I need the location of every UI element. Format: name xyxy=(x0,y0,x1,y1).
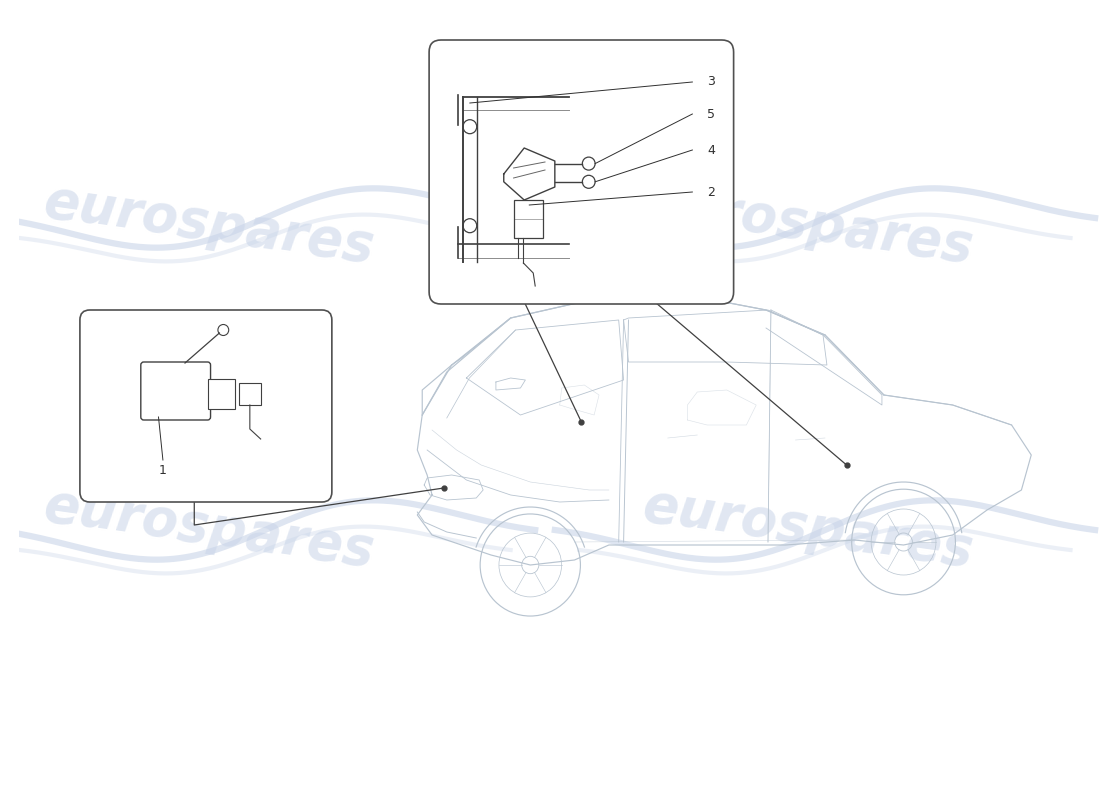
Text: 2: 2 xyxy=(707,186,715,198)
Bar xyxy=(208,379,235,409)
FancyBboxPatch shape xyxy=(141,362,210,420)
Text: 3: 3 xyxy=(707,75,715,89)
Text: 5: 5 xyxy=(707,107,715,121)
Text: eurospares: eurospares xyxy=(40,479,377,577)
Bar xyxy=(239,383,261,405)
FancyBboxPatch shape xyxy=(429,40,734,304)
FancyBboxPatch shape xyxy=(80,310,332,502)
Text: 1: 1 xyxy=(160,463,167,477)
Text: 4: 4 xyxy=(707,143,715,157)
Text: eurospares: eurospares xyxy=(639,479,977,577)
Bar xyxy=(514,200,543,238)
Text: eurospares: eurospares xyxy=(639,175,977,273)
Text: eurospares: eurospares xyxy=(40,175,377,273)
